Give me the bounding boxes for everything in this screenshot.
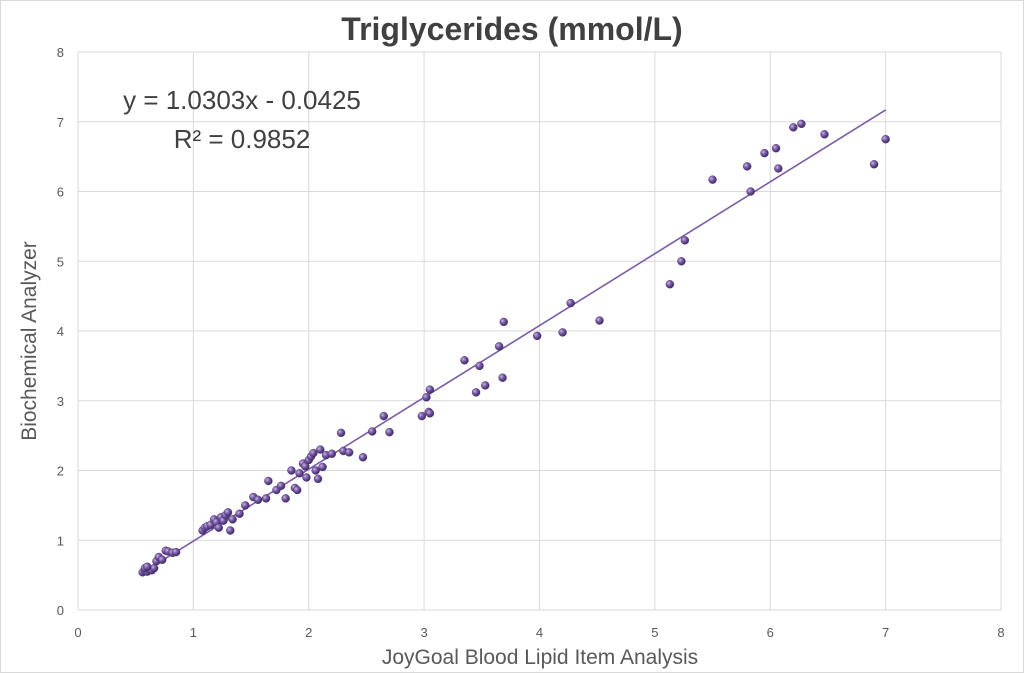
data-points xyxy=(138,119,890,577)
data-point xyxy=(311,466,320,475)
data-point xyxy=(379,411,388,421)
data-point xyxy=(742,162,752,171)
x-tick-label: 7 xyxy=(882,625,889,640)
data-point xyxy=(422,393,431,402)
data-point xyxy=(226,526,235,535)
y-tick-label: 7 xyxy=(57,115,64,130)
data-point xyxy=(595,316,604,325)
data-point xyxy=(471,388,481,397)
data-point xyxy=(336,428,346,438)
y-tick-label: 0 xyxy=(57,603,64,618)
x-tick-label: 1 xyxy=(190,625,197,640)
data-point xyxy=(566,298,575,308)
x-tick-label: 8 xyxy=(997,625,1004,640)
data-point xyxy=(276,481,286,491)
y-tick-label: 4 xyxy=(57,324,64,339)
data-point xyxy=(789,123,798,132)
data-point xyxy=(797,119,806,129)
r-squared-label: R² = 0.9852 xyxy=(174,124,311,154)
x-tick-label: 2 xyxy=(305,625,312,640)
data-point xyxy=(327,449,337,458)
data-point xyxy=(171,547,181,557)
data-point xyxy=(425,385,435,394)
data-point xyxy=(302,473,311,482)
data-point xyxy=(228,515,237,524)
data-point xyxy=(771,144,781,153)
data-point xyxy=(460,356,469,365)
data-point xyxy=(869,160,879,169)
x-tick-label: 3 xyxy=(421,625,428,640)
data-point xyxy=(494,342,504,351)
x-tick-label: 0 xyxy=(74,625,81,640)
data-point xyxy=(481,381,490,390)
y-tick-label: 5 xyxy=(57,254,64,269)
data-point xyxy=(281,494,290,503)
data-point xyxy=(368,427,377,436)
y-tick-label: 1 xyxy=(57,533,64,548)
y-tick-label: 3 xyxy=(57,394,64,409)
data-point xyxy=(385,427,394,437)
data-point xyxy=(287,466,296,475)
x-axis-title: JoyGoal Blood Lipid Item Analysis xyxy=(382,646,698,669)
data-point xyxy=(746,187,755,196)
data-point xyxy=(344,448,354,457)
y-tick-labels: 0 1 2 3 4 5 6 7 8 xyxy=(57,45,64,618)
data-point xyxy=(820,130,829,139)
data-point xyxy=(774,164,783,173)
data-point xyxy=(425,409,435,418)
x-tick-labels: 0 1 2 3 4 5 6 7 8 xyxy=(74,625,1004,640)
y-tick-label: 8 xyxy=(57,45,64,60)
data-point xyxy=(498,373,507,382)
data-point xyxy=(499,317,508,327)
trendline xyxy=(141,109,887,575)
data-point xyxy=(241,501,250,510)
y-axis-title: Biochemical Analyzer xyxy=(18,241,41,441)
data-point xyxy=(318,462,327,472)
data-point xyxy=(223,508,233,517)
data-point xyxy=(235,509,244,518)
data-point xyxy=(149,563,159,573)
x-tick-label: 6 xyxy=(767,625,774,640)
data-point xyxy=(264,476,273,486)
data-point xyxy=(253,495,263,504)
data-point xyxy=(677,257,686,266)
data-point xyxy=(261,494,271,503)
data-point xyxy=(143,562,152,571)
data-point xyxy=(158,555,167,564)
x-tick-label: 5 xyxy=(651,625,658,640)
data-point xyxy=(214,523,223,532)
data-point xyxy=(293,485,302,495)
trendline-equation: y = 1.0303x - 0.0425 xyxy=(123,85,361,115)
data-point xyxy=(358,453,368,462)
y-tick-label: 6 xyxy=(57,185,64,200)
gridlines xyxy=(77,51,1002,611)
data-point xyxy=(881,134,890,144)
x-tick-label: 4 xyxy=(536,625,543,640)
data-point xyxy=(760,148,769,158)
data-point xyxy=(417,411,427,421)
data-point xyxy=(313,474,323,484)
data-point xyxy=(665,280,675,289)
data-point xyxy=(680,236,690,245)
data-point xyxy=(708,175,717,184)
data-point xyxy=(558,328,567,337)
chart-title: Triglycerides (mmol/L) xyxy=(341,11,682,47)
data-point xyxy=(295,469,304,478)
data-point xyxy=(475,361,484,371)
data-point xyxy=(309,448,318,458)
y-tick-label: 2 xyxy=(57,464,64,479)
data-point xyxy=(532,331,542,341)
data-point xyxy=(316,445,325,454)
